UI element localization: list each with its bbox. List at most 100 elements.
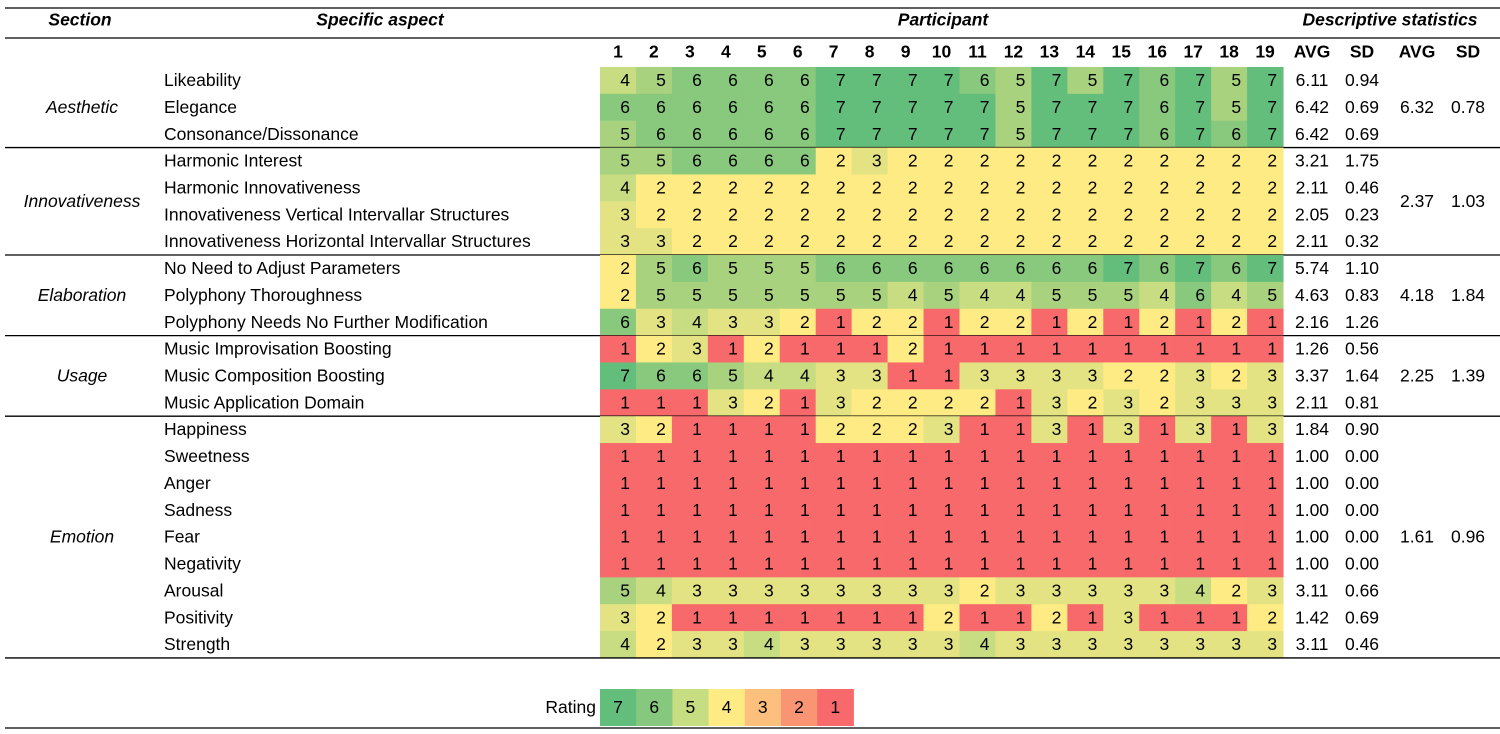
rating-cell (887, 147, 925, 175)
rating-cell (851, 120, 889, 149)
rating-cell (923, 308, 960, 337)
participant-number: 5 (757, 42, 767, 62)
rating-cell (707, 416, 745, 444)
row-avg: 1.00 (1295, 473, 1329, 493)
rating-value: 3 (944, 580, 954, 600)
rating-cell (1067, 308, 1104, 337)
rating-value: 6 (1052, 258, 1062, 278)
rating-cell (1139, 389, 1176, 417)
aspect-name: Sweetness (164, 446, 250, 466)
rating-cell (1103, 523, 1140, 551)
rating-value: 1 (1016, 339, 1026, 359)
section-avg: 1.61 (1400, 527, 1434, 547)
rating-cell (995, 550, 1032, 578)
rating-value: 3 (1267, 392, 1277, 412)
legend-item: 1 (830, 697, 840, 717)
rating-value: 1 (980, 419, 990, 439)
rating-cell (959, 469, 996, 498)
legend-item: 5 (686, 697, 696, 717)
rating-value: 6 (1159, 97, 1169, 117)
rating-value: 1 (980, 446, 990, 466)
rating-value: 1 (1267, 446, 1277, 466)
participant-number: 9 (901, 42, 911, 62)
rating-cell (1031, 389, 1068, 417)
rating-cell (851, 335, 889, 363)
rating-cell (995, 523, 1032, 551)
rating-value: 5 (1231, 97, 1241, 117)
rating-cell (1103, 174, 1140, 202)
rating-value: 2 (1231, 177, 1241, 197)
rating-cell (671, 550, 709, 578)
rating-cell (1031, 443, 1068, 471)
rating-value: 1 (656, 500, 666, 520)
rating-cell (707, 335, 745, 363)
participant-number: 13 (1040, 42, 1060, 62)
rating-cell (887, 631, 925, 659)
rating-cell (995, 631, 1032, 659)
rating-value: 3 (800, 580, 810, 600)
rating-cell (743, 416, 781, 444)
rating-value: 2 (1088, 312, 1098, 332)
legend-item: 6 (649, 697, 659, 717)
rating-cell (600, 308, 637, 337)
rating-cell (887, 443, 925, 471)
rating-value: 2 (944, 151, 954, 171)
rating-cell (779, 523, 817, 551)
rating-value: 3 (1267, 634, 1277, 654)
rating-value: 4 (620, 634, 630, 654)
rating-cell (743, 577, 781, 605)
rating-value: 1 (980, 339, 990, 359)
rating-value: 6 (764, 124, 774, 144)
section-name: Elaboration (38, 285, 127, 305)
row-avg: 1.00 (1295, 527, 1329, 547)
rating-cell (995, 120, 1032, 149)
rating-value: 1 (980, 527, 990, 547)
rating-cell (1175, 228, 1212, 256)
rating-value: 4 (764, 634, 774, 654)
rating-value: 4 (980, 634, 990, 654)
section-sd: 1.03 (1451, 191, 1485, 211)
rating-value: 2 (980, 580, 990, 600)
rating-value: 2 (1159, 392, 1169, 412)
row-sd: 0.90 (1345, 419, 1379, 439)
rating-cell (923, 120, 960, 149)
row-avg: 3.11 (1296, 634, 1329, 654)
rating-value: 2 (1052, 231, 1062, 251)
aspect-name: Negativity (164, 554, 241, 574)
rating-value: 1 (692, 419, 702, 439)
rating-cell (851, 496, 889, 525)
aspect-name: Music Improvisation Boosting (164, 339, 392, 359)
rating-value: 1 (656, 446, 666, 466)
rating-cell (600, 416, 637, 444)
rating-cell (1031, 604, 1068, 632)
rating-cell (851, 362, 889, 390)
rating-cell (671, 281, 709, 310)
rating-cell (779, 416, 817, 444)
rating-cell (1139, 93, 1176, 122)
aspect-name: Positivity (164, 607, 233, 627)
row-sd: 0.00 (1345, 554, 1379, 574)
rating-cell (1175, 67, 1212, 95)
rating-value: 2 (1267, 231, 1277, 251)
rating-cell (923, 550, 960, 578)
rating-value: 2 (1016, 312, 1026, 332)
rating-value: 2 (656, 634, 666, 654)
rating-cell (707, 201, 745, 229)
rating-cell (851, 201, 889, 229)
rating-cell (923, 201, 960, 229)
section-sd: 0.78 (1451, 97, 1485, 117)
rating-value: 1 (728, 419, 738, 439)
rating-value: 1 (1267, 554, 1277, 574)
rating-value: 7 (1267, 258, 1277, 278)
section-avg: 4.18 (1400, 285, 1434, 305)
rating-value: 2 (980, 312, 990, 332)
rating-cell (959, 416, 996, 444)
rating-value: 2 (908, 204, 918, 224)
rating-cell (923, 469, 960, 498)
rating-value: 6 (620, 312, 630, 332)
rating-value: 6 (836, 258, 846, 278)
rating-value: 2 (944, 231, 954, 251)
rating-value: 2 (1267, 151, 1277, 171)
rating-value: 4 (1016, 285, 1026, 305)
rating-value: 5 (1052, 285, 1062, 305)
